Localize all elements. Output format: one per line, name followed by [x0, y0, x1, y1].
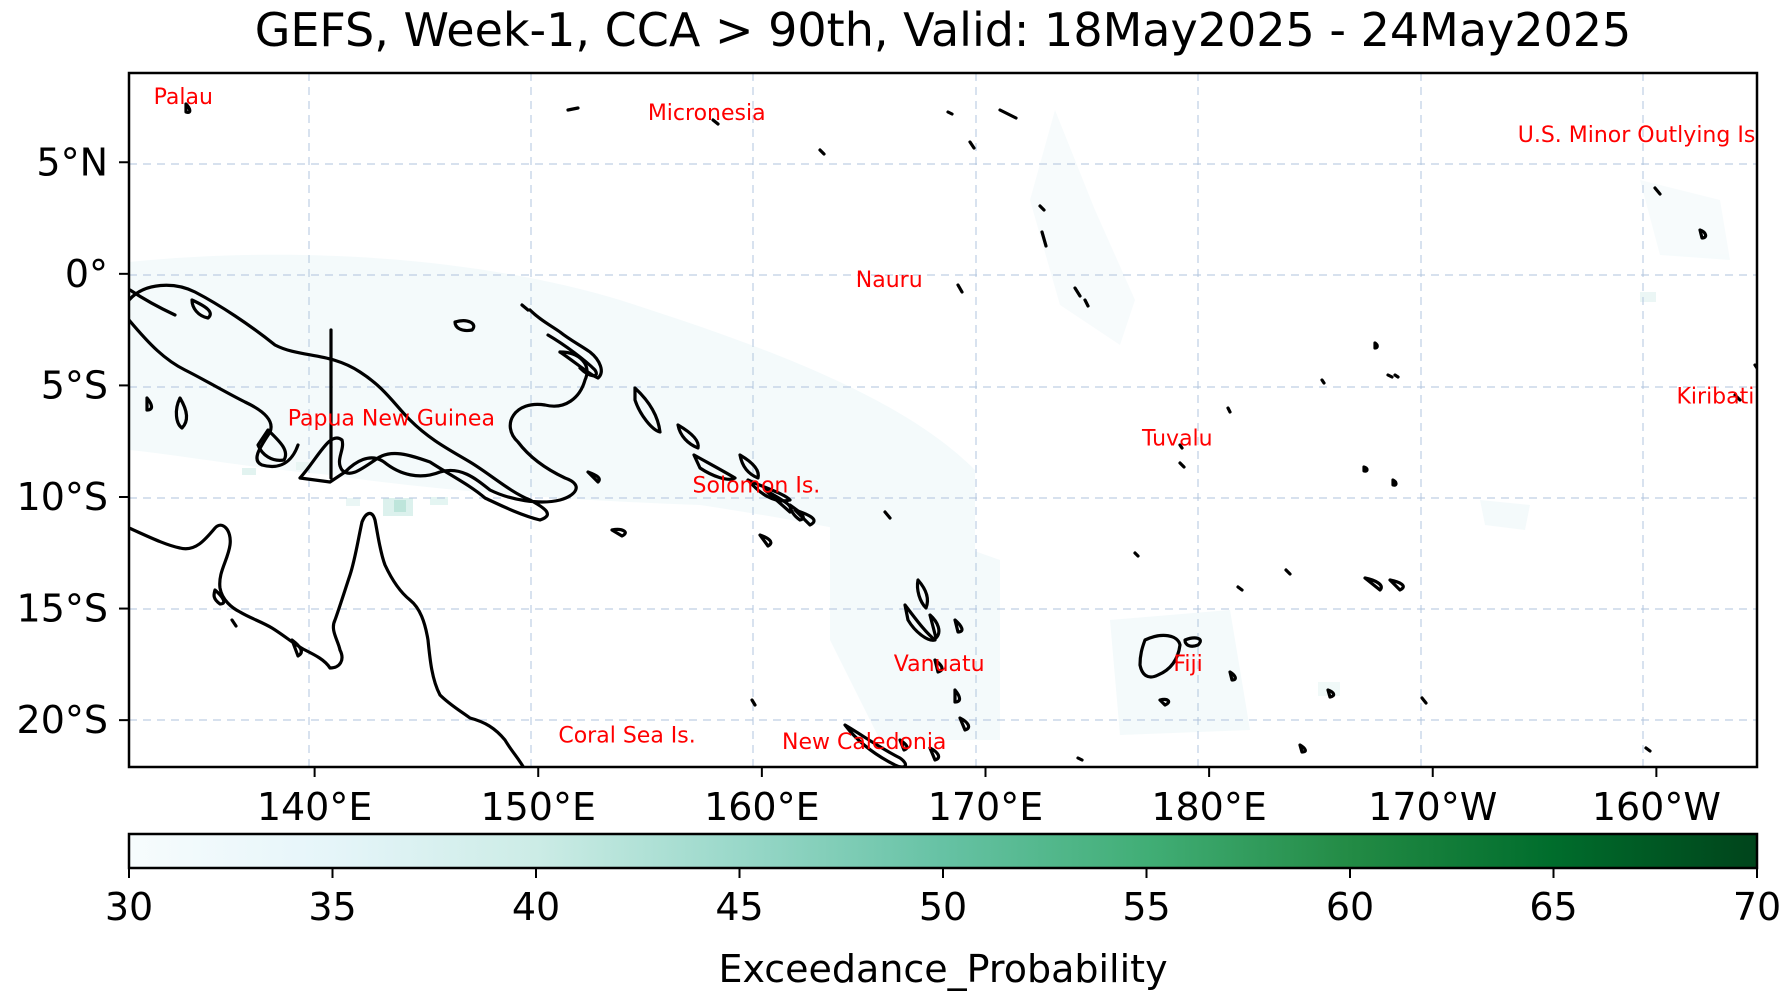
colorbar-label: Exceedance_Probability	[718, 947, 1167, 991]
place-label: U.S. Minor Outlying Is.	[1518, 123, 1763, 148]
colorbar-tick-label: 45	[715, 885, 763, 929]
map-frame	[127, 71, 1759, 769]
colorbar-tick-label: 35	[308, 885, 356, 929]
lon-tick-label: 140°E	[257, 785, 373, 829]
lat-tick-label: 10°S	[17, 475, 108, 519]
lat-tick-labels: 5°N 0° 5°S 10°S 15°S 20°S	[17, 140, 129, 742]
coastlines	[129, 102, 1757, 767]
gridlines	[129, 73, 1757, 767]
lat-tick-label: 5°S	[41, 363, 108, 407]
place-label: Fiji	[1173, 652, 1202, 677]
lon-tick-label: 180°E	[1151, 785, 1267, 829]
map-panel: Palau Micronesia U.S. Minor Outlying Is. Na…	[129, 73, 1763, 767]
colorbar-tick-label: 50	[919, 885, 967, 929]
place-label: Palau	[154, 85, 213, 110]
place-label: Kiribati	[1676, 384, 1754, 409]
place-label: Papua New Guinea	[288, 407, 495, 432]
colorbar-tick-label: 30	[105, 885, 153, 929]
place-label: New Caledonia	[782, 730, 946, 755]
colorbar-tick-label: 65	[1529, 885, 1577, 929]
lat-tick-label: 20°S	[17, 698, 108, 742]
map-title: GEFS, Week-1, CCA > 90th, Valid: 18May20…	[255, 3, 1632, 57]
colorbar-gradient	[127, 832, 1759, 870]
lon-tick-label: 160°W	[1592, 785, 1721, 829]
lon-tick-label: 170°W	[1368, 785, 1497, 829]
place-label: Nauru	[856, 268, 923, 293]
lat-tick-label: 0°	[65, 252, 108, 296]
place-label: Tuvalu	[1141, 427, 1213, 452]
colorbar-tick-label: 55	[1122, 885, 1170, 929]
lon-tick-label: 170°E	[928, 785, 1044, 829]
colorbar-ticks: 30 35 40 45 50 55 60 65 70	[105, 868, 1781, 929]
lon-tick-label: 150°E	[480, 785, 596, 829]
lat-tick-label: 5°N	[36, 140, 108, 184]
colorbar-tick-label: 70	[1733, 885, 1781, 929]
place-labels: Palau Micronesia U.S. Minor Outlying Is. Na…	[154, 85, 1763, 755]
colorbar-tick-label: 60	[1326, 885, 1374, 929]
colorbar-tick-label: 40	[512, 885, 560, 929]
lon-tick-label: 160°E	[704, 785, 820, 829]
place-label: Solomon Is.	[693, 474, 821, 499]
place-label: Vanuatu	[894, 652, 985, 677]
place-label: Micronesia	[648, 101, 766, 126]
lat-tick-label: 15°S	[17, 587, 108, 631]
colorbar: 30 35 40 45 50 55 60 65 70 Exceedance_Probabilit…	[105, 832, 1781, 991]
lon-tick-labels: 140°E 150°E 160°E 170°E 180°E 170°W 160°W	[257, 767, 1721, 829]
place-label: Coral Sea Is.	[558, 723, 695, 748]
